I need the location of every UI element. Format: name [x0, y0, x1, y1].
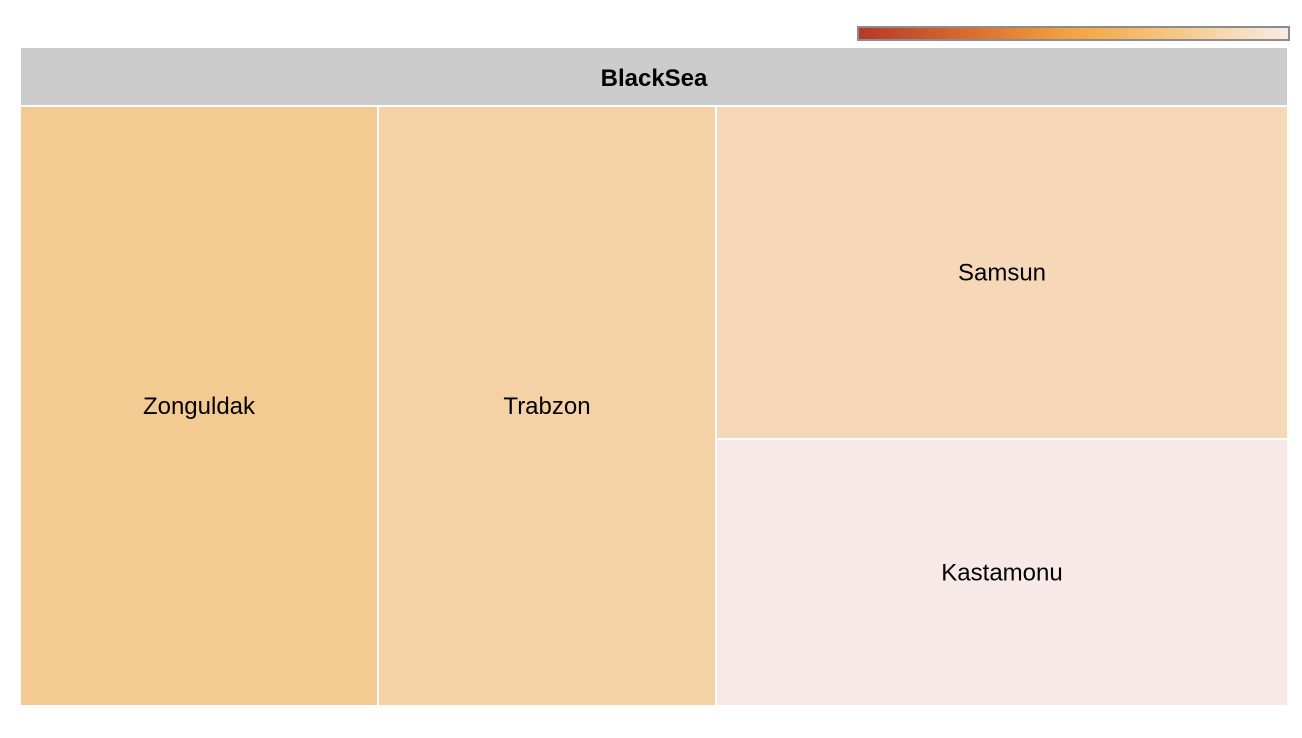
treemap-cell-samsun[interactable]	[717, 107, 1287, 438]
treemap-label-trabzon: Trabzon	[503, 393, 590, 420]
treemap-header	[21, 48, 1287, 105]
treemap-label-kastamonu: Kastamonu	[941, 560, 1062, 587]
treemap-cell-trabzon[interactable]	[379, 107, 715, 705]
treemap-label-samsun: Samsun	[958, 260, 1046, 287]
treemap-label-zonguldak: Zonguldak	[143, 393, 256, 420]
treemap-cell-kastamonu[interactable]	[717, 440, 1287, 705]
treemap-root-label: BlackSea	[601, 65, 708, 92]
color-scale-bar	[857, 26, 1290, 41]
treemap-cell-zonguldak[interactable]	[21, 107, 377, 705]
